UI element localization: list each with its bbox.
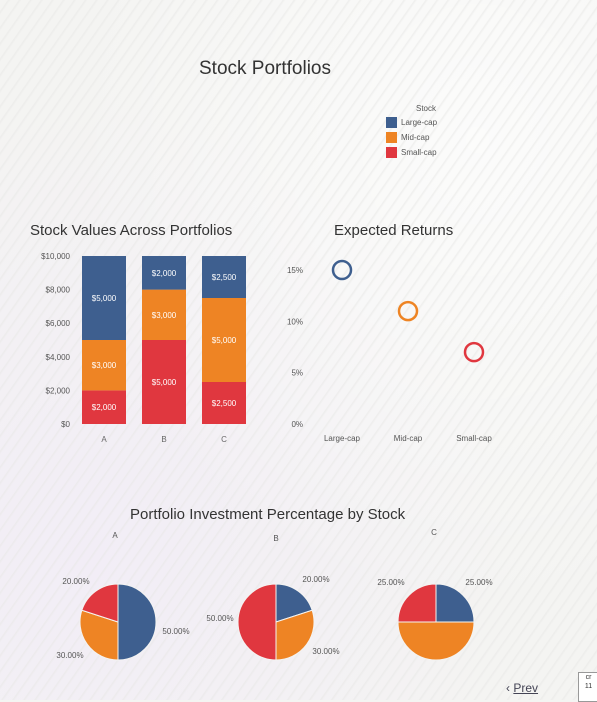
pie-slice-label: 30.00% <box>56 651 83 660</box>
pie-slice-mid <box>397 621 475 661</box>
bar-ytick-label: $6,000 <box>46 319 71 328</box>
bar-value-label: $3,000 <box>152 311 177 320</box>
legend-label-mid: Mid-cap <box>401 133 430 142</box>
legend-item-large: Large-cap <box>386 115 437 130</box>
scatter-point-small <box>463 341 485 363</box>
bar-ytick-label: $0 <box>61 420 70 429</box>
bar-value-label: $5,000 <box>92 294 117 303</box>
bar-segment-small <box>82 390 126 424</box>
pie-slice-label: 20.00% <box>62 577 89 586</box>
scatter-chart: 0% 5% 10% 15% Large-cap Mid-cap Small-cap <box>287 259 492 443</box>
bar-ytick-label: $8,000 <box>46 286 71 295</box>
bar-segment-small <box>202 382 246 424</box>
legend-swatch-large <box>386 117 397 128</box>
pie-slice-mid <box>79 609 119 661</box>
bar-value-label: $2,500 <box>212 273 237 282</box>
bar-segment-mid <box>82 340 126 391</box>
bar-value-label: $5,000 <box>212 336 237 345</box>
legend-label-small: Small-cap <box>401 148 437 157</box>
pie-slice-small <box>397 583 437 623</box>
pie-slice-large <box>275 583 313 623</box>
bar-segment-large <box>142 256 186 290</box>
bar-xtick-label: B <box>161 435 166 444</box>
chevron-left-icon: ‹ <box>506 681 510 695</box>
scatter-ytick-label: 10% <box>287 317 303 326</box>
pie-label: A <box>112 531 118 540</box>
scatter-xtick-label: Large-cap <box>324 434 361 443</box>
bar-ytick-label: $4,000 <box>46 353 71 362</box>
bar-xtick-label: A <box>101 435 107 444</box>
legend-swatch-mid <box>386 132 397 143</box>
pie-slice-label: 20.00% <box>302 575 329 584</box>
bar-value-label: $2,000 <box>152 269 177 278</box>
scatter-point-mid <box>397 300 419 322</box>
legend-item-small: Small-cap <box>386 145 437 160</box>
corner-text-bottom: 11 <box>584 683 593 690</box>
bar-chart-title: Stock Values Across Portfolios <box>30 222 233 239</box>
page-title: Stock Portfolios <box>199 58 331 79</box>
pie-slice-label: 30.00% <box>312 647 339 656</box>
bar-segment-large <box>202 256 246 298</box>
scatter-ytick-label: 0% <box>291 420 303 429</box>
bar-value-label: $2,000 <box>92 403 117 412</box>
legend-title: Stock <box>416 104 437 113</box>
scatter-point-large <box>331 259 353 281</box>
bar-segment-small <box>142 340 186 424</box>
bar-xtick-label: C <box>221 435 227 444</box>
bar-ytick-label: $2,000 <box>46 386 71 395</box>
bar-value-label: $5,000 <box>152 378 177 387</box>
scatter-chart-title: Expected Returns <box>334 222 454 239</box>
scatter-ytick-label: 15% <box>287 266 303 275</box>
pie-slice-small <box>81 583 119 623</box>
legend-item-mid: Mid-cap <box>386 130 437 145</box>
prev-label: Prev <box>513 681 539 695</box>
scatter-xtick-label: Small-cap <box>456 434 492 443</box>
pie-slice-small <box>237 583 277 661</box>
scatter-ytick-label: 5% <box>291 369 303 378</box>
pie-slice-label: 25.00% <box>377 578 404 587</box>
bar-value-label: $3,000 <box>92 361 117 370</box>
pie-slice-label: 25.00% <box>465 578 492 587</box>
pie-slice-large <box>435 583 475 623</box>
bar-segment-mid <box>202 298 246 382</box>
pie-slice-large <box>117 583 157 661</box>
corner-text-top: cr <box>585 674 592 681</box>
pie-slice-label: 50.00% <box>206 614 233 623</box>
pie-label: B <box>273 534 278 543</box>
legend-label-large: Large-cap <box>401 118 438 127</box>
scatter-xtick-label: Mid-cap <box>394 434 423 443</box>
bar-segment-mid <box>142 289 186 340</box>
prev-button[interactable]: ‹ Prev <box>506 681 538 695</box>
pie-slice-label: 50.00% <box>162 627 189 636</box>
pie-label: C <box>431 528 437 537</box>
bar-value-label: $2,500 <box>212 399 237 408</box>
pie-chart: 30.00% 20.00% A 20.00% 30.00% 50.00% B 25.00% 25… <box>56 528 493 661</box>
legend-swatch-small <box>386 147 397 158</box>
pie-chart-title: Portfolio Investment Percentage by Stock <box>130 506 406 523</box>
corner-badge: cr 11 <box>578 672 597 702</box>
bar-ytick-label: $10,000 <box>41 252 70 261</box>
pie-slice-mid <box>275 609 315 661</box>
legend: Stock Large-cap Mid-cap Small-cap <box>386 104 437 160</box>
bar-segment-large <box>82 256 126 340</box>
bar-chart: $0 $2,000 $4,000 $6,000 $8,000 $10,000 $2,000 $… <box>41 252 246 444</box>
